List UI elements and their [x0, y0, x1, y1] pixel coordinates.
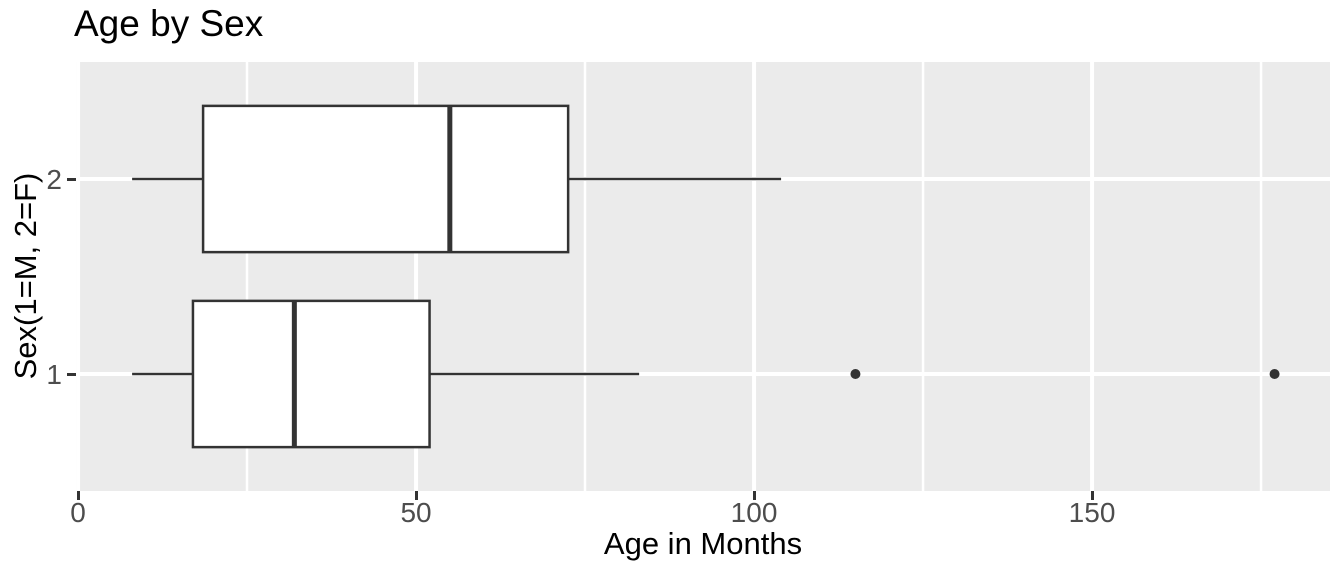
x-tick-mark	[752, 491, 756, 500]
chart-title: Age by Sex	[74, 3, 264, 44]
x-tick-label: 0	[70, 497, 86, 528]
x-tick-mark	[76, 491, 80, 500]
plot-panel	[76, 62, 1330, 491]
x-tick-mark	[1090, 491, 1094, 500]
y-tick-mark	[67, 177, 76, 181]
x-tick-label: 100	[730, 497, 778, 528]
x-tick-label: 150	[1068, 497, 1116, 528]
outlier-point	[850, 369, 861, 379]
x-tick-label: 50	[400, 497, 432, 528]
y-axis-title: Sex(1=M, 2=F)	[8, 172, 43, 380]
boxplot-svg	[76, 62, 1330, 491]
y-tick-mark	[67, 372, 76, 376]
box-iqr	[191, 299, 431, 449]
y-tick-label: 2	[46, 164, 62, 195]
x-tick-mark	[414, 491, 418, 500]
box-iqr	[201, 104, 570, 254]
boxplot-sex-2	[132, 104, 782, 254]
x-axis-title: Age in Months	[603, 526, 803, 561]
outlier-point	[1269, 369, 1280, 379]
boxplot-sex-1	[132, 299, 1280, 449]
y-tick-label: 1	[46, 359, 62, 390]
